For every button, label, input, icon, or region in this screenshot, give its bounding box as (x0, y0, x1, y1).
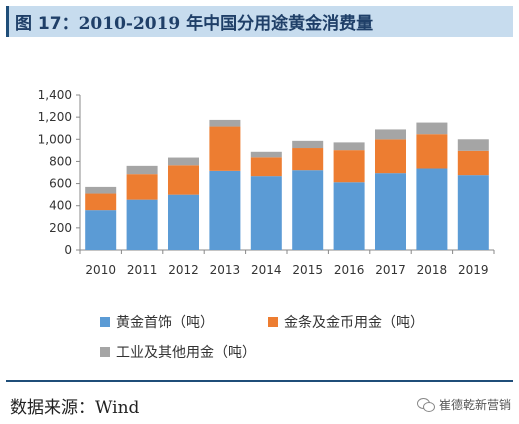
legend-swatch (100, 347, 110, 357)
bar-segment-1 (250, 176, 282, 250)
y-tick-label: 1,200 (38, 110, 72, 124)
figure-number: 图 17： (15, 14, 79, 34)
y-tick-label: 200 (49, 221, 72, 235)
bar-segment-3 (416, 122, 448, 135)
x-tick-label: 2018 (417, 263, 448, 277)
bar-segment-3 (250, 151, 282, 158)
source-note: 数据来源：Wind (10, 398, 140, 418)
stacked-bar-chart: 0 200 400 600 800 1,000 1,200 1,400 2010 2011 2012… (38, 88, 495, 361)
legend-label: 金条及金币用金（吨） (284, 314, 424, 331)
legend-label: 工业及其他用金（吨） (116, 345, 256, 361)
bar-segment-2 (333, 150, 365, 183)
y-tick-label: 600 (49, 177, 72, 191)
bar-segment-1 (85, 210, 117, 250)
bar-segment-2 (85, 193, 117, 211)
figure-title: 2010-2019 年中国分用途黄金消费量 (78, 14, 374, 34)
bar-segment-2 (292, 148, 324, 171)
y-tick-label: 0 (64, 243, 72, 257)
bar-segment-2 (457, 150, 489, 176)
bar-segment-2 (209, 126, 241, 171)
bar-segment-3 (457, 139, 489, 151)
legend-label: 黄金首饰（吨） (116, 314, 214, 331)
bar-segment-3 (168, 157, 199, 166)
legend-swatch (100, 317, 110, 327)
x-tick-label: 2019 (458, 263, 489, 277)
x-tick-label: 2016 (334, 263, 365, 277)
x-tick-label: 2011 (127, 263, 158, 277)
wechat-icon (416, 397, 435, 412)
bar-segment-3 (292, 140, 324, 149)
wechat-watermark: 崔德乾新营销 (416, 396, 511, 413)
bar-segment-1 (126, 199, 158, 250)
y-tick-label: 1,400 (38, 88, 72, 102)
bar-segment-1 (168, 194, 199, 250)
bar-segment-1 (333, 182, 365, 250)
figure-title-bar: 图 17： 2010-2019 年中国分用途黄金消费量 (6, 6, 513, 37)
bar-segment-3 (333, 142, 365, 151)
bar-segment-3 (85, 186, 117, 194)
y-tick-label: 1,000 (38, 132, 72, 146)
x-tick-label: 2013 (210, 263, 241, 277)
bar-segment-3 (126, 165, 158, 175)
bar-segment-1 (375, 173, 406, 250)
bar-segment-3 (209, 119, 241, 127)
legend-swatch (268, 317, 278, 327)
x-tick-label: 2015 (292, 263, 323, 277)
y-tick-label: 800 (49, 154, 72, 168)
bar-segment-1 (292, 170, 324, 250)
bar-segment-2 (168, 165, 199, 195)
bar-segment-1 (457, 175, 489, 250)
bar-segment-2 (126, 174, 158, 200)
x-tick-label: 2014 (251, 263, 282, 277)
bar-segment-2 (416, 134, 448, 169)
bar-segment-1 (416, 168, 448, 250)
y-tick-label: 400 (49, 199, 72, 213)
x-tick-label: 2012 (168, 263, 199, 277)
footer-divider (6, 380, 513, 382)
bar-segment-1 (209, 170, 241, 250)
bar-segment-2 (375, 139, 406, 174)
x-tick-label: 2017 (375, 263, 406, 277)
watermark-text: 崔德乾新营销 (438, 398, 511, 412)
bar-segment-2 (250, 157, 282, 177)
x-tick-label: 2010 (85, 263, 116, 277)
bar-segment-3 (375, 129, 406, 140)
